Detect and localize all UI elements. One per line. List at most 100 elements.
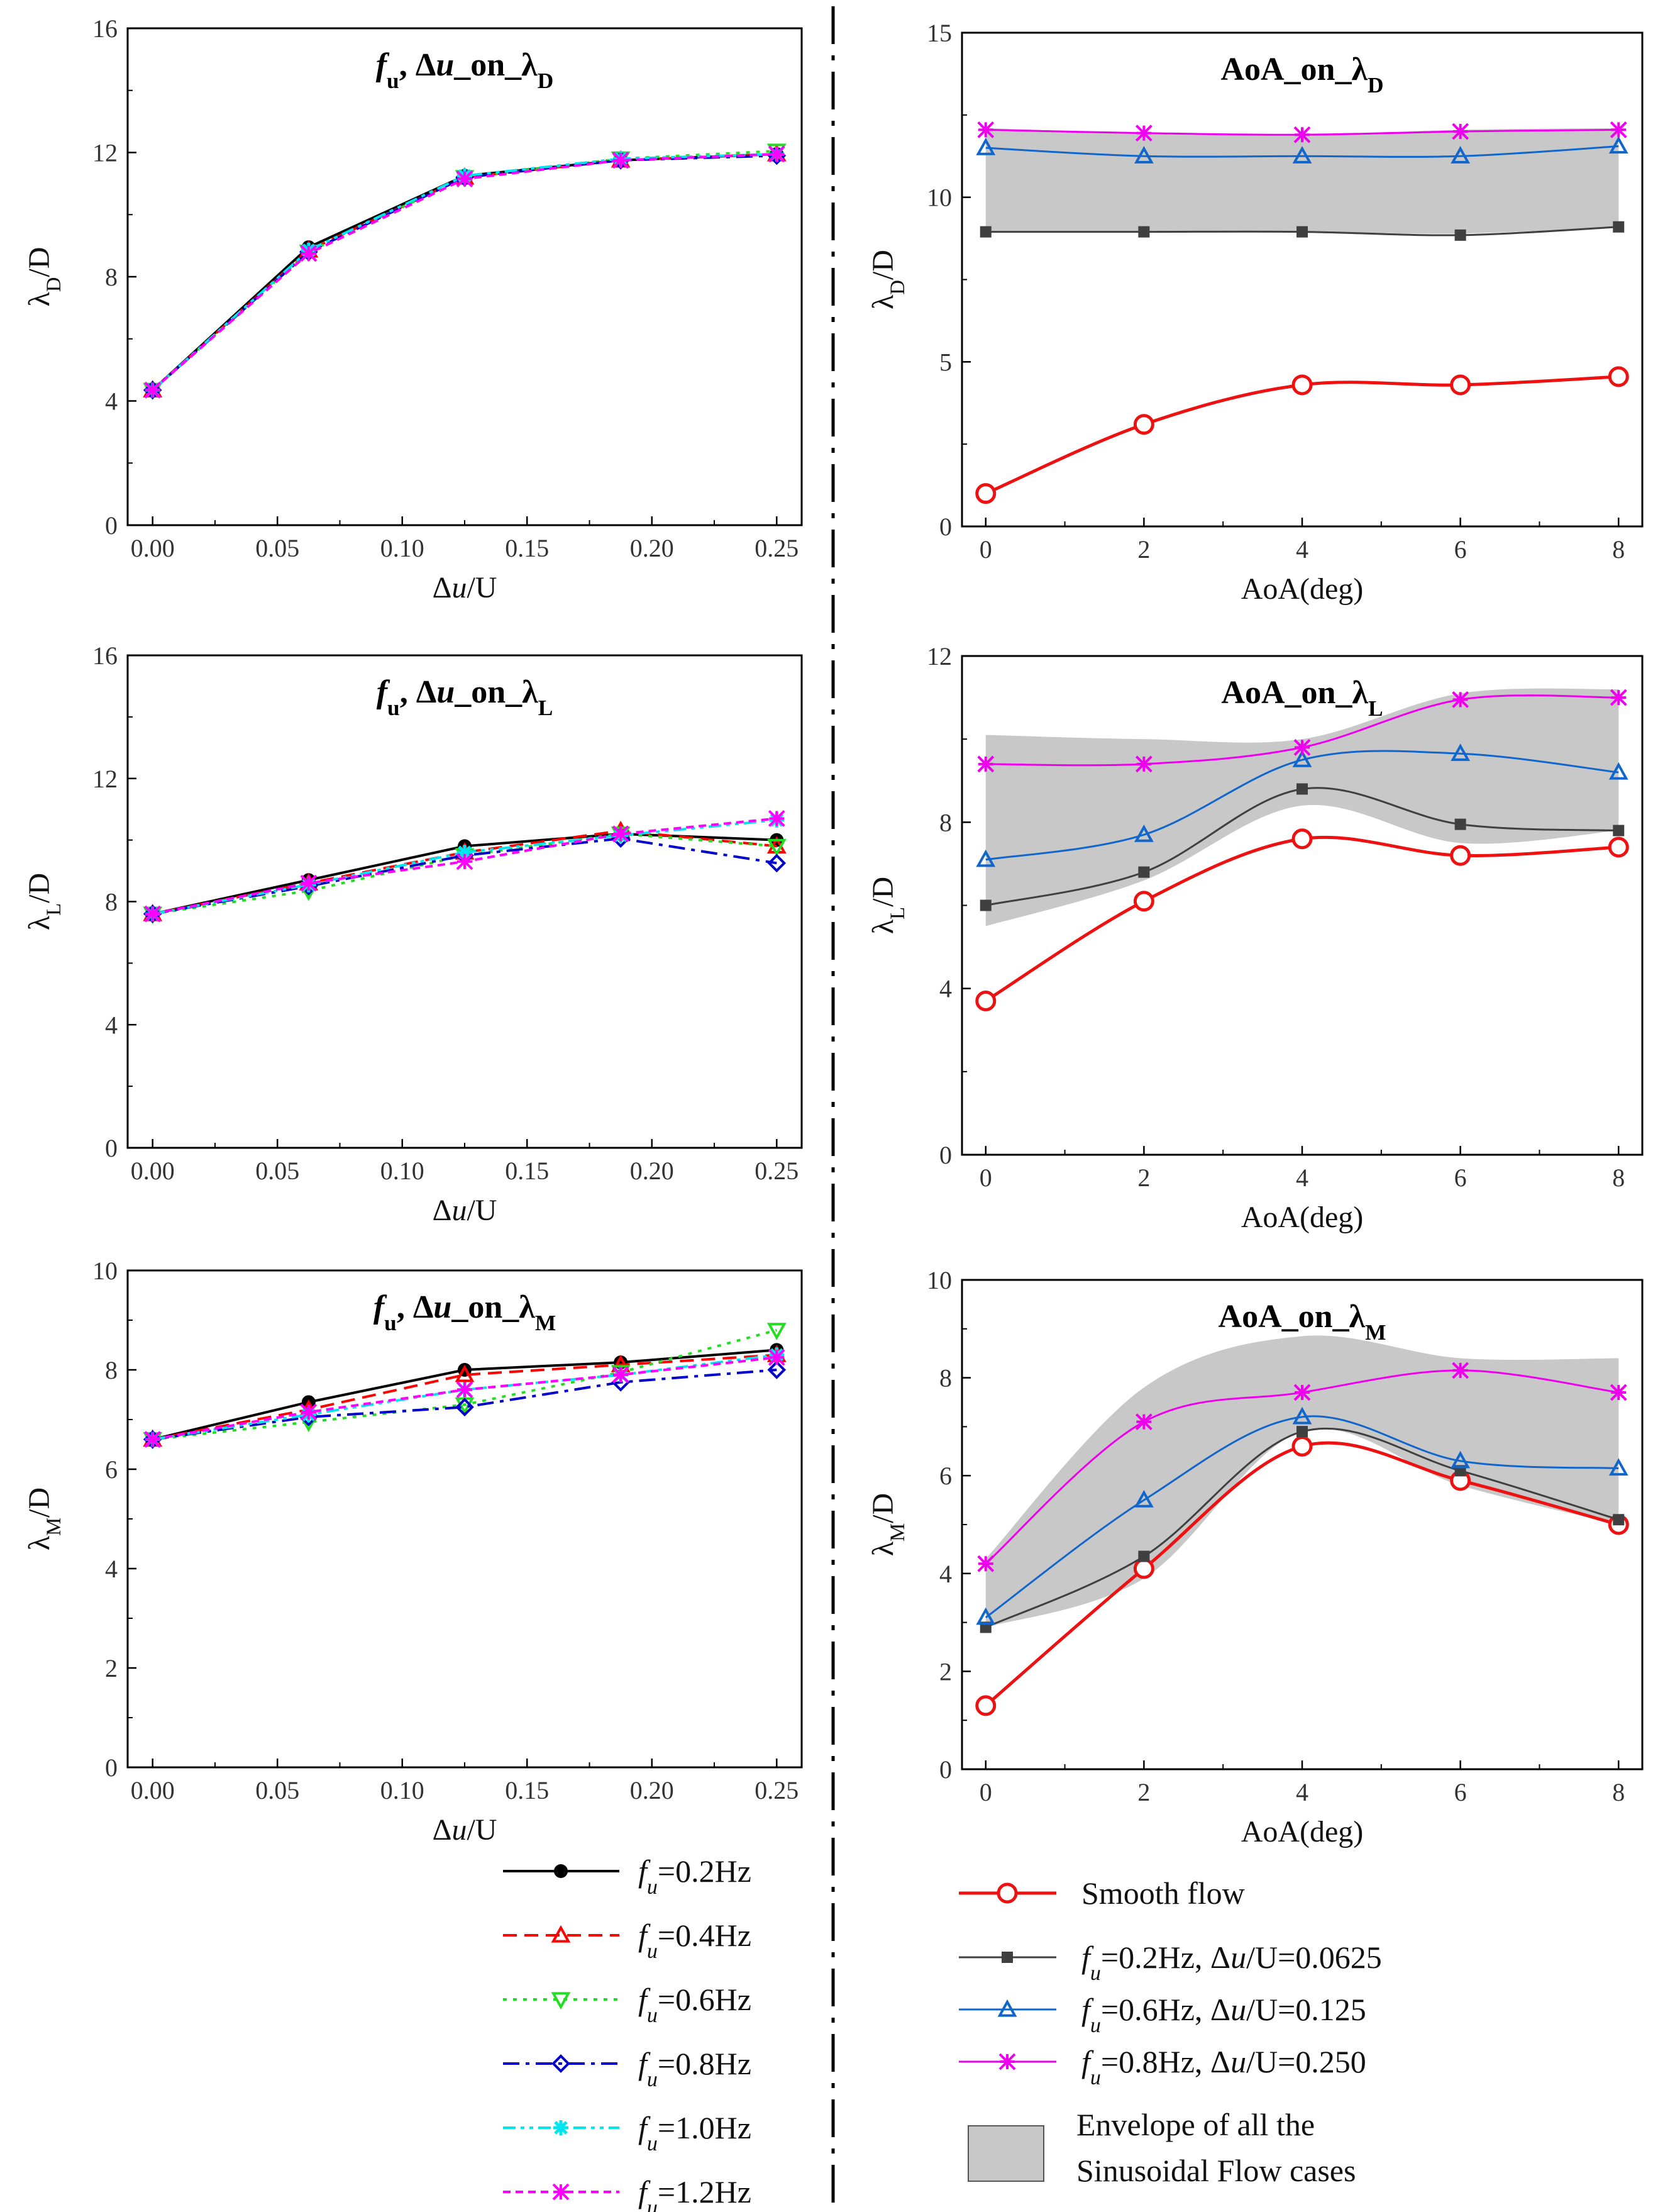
legend-rest: /U=0.0625: [1246, 1940, 1382, 1975]
data-point: [1452, 691, 1469, 708]
legend-rest: /U=0.250: [1246, 2044, 1366, 2079]
legend-mid: =0.6Hz, Δ: [1101, 1992, 1230, 2027]
chart-title: AoA_on_λD: [1220, 52, 1383, 97]
legend-sub: u: [647, 2132, 658, 2155]
x-axis-label-part: /U: [467, 571, 497, 604]
chart-title-part: u: [436, 47, 454, 83]
legend-rest: /U=0.125: [1246, 1992, 1366, 2027]
data-point: [612, 152, 629, 169]
chart-title: AoA_on_λL: [1221, 675, 1383, 721]
x-tick-label: 0.25: [755, 534, 799, 562]
y-tick-label: 0: [105, 1753, 118, 1782]
data-point: [1296, 226, 1308, 238]
legend-u: u: [1230, 1992, 1246, 2027]
data-point: [1296, 783, 1308, 795]
legend-rest: =1.2Hz: [658, 2174, 751, 2209]
y-tick-label: 0: [939, 513, 952, 541]
legend-label: fu=0.2Hz: [638, 1854, 751, 1899]
x-tick-label: 0.15: [505, 1157, 549, 1185]
chart-title-part: u: [387, 68, 399, 93]
x-tick-label: 2: [1137, 535, 1150, 564]
y-axis-label: λM/D: [866, 1493, 909, 1556]
x-tick-label: 0.00: [131, 534, 175, 562]
y-tick-label: 4: [939, 1560, 952, 1588]
x-axis-label: AoA(deg): [1241, 1815, 1364, 1848]
x-tick-label: 8: [1612, 1164, 1625, 1192]
legend-sub: u: [647, 1940, 658, 1963]
data-point: [1135, 125, 1153, 142]
data-point: [1452, 1362, 1469, 1379]
data-point: [455, 1364, 475, 1382]
series-line: [152, 1369, 777, 1441]
y-tick-label: 8: [939, 808, 952, 836]
y-tick-label: 0: [105, 1134, 118, 1162]
legend-rest: =0.2Hz: [658, 1854, 751, 1889]
legend-marker: [1002, 1952, 1013, 1963]
data-point: [977, 1555, 995, 1572]
x-tick-label: 4: [1296, 1164, 1308, 1192]
legend-label: fu=1.0Hz: [638, 2110, 751, 2155]
data-point: [1292, 146, 1312, 164]
data-point: [1608, 1458, 1628, 1476]
data-point: [977, 121, 995, 138]
data-point: [300, 874, 318, 892]
x-tick-label: 0.20: [630, 1776, 674, 1804]
x-axis-label: Δu/U: [433, 571, 497, 604]
plot-frame: [126, 27, 803, 526]
x-tick-label: 0.05: [255, 1776, 299, 1804]
data-point: [612, 825, 629, 843]
y-tick-label: 0: [939, 1141, 952, 1169]
x-tick-label: 6: [1454, 1778, 1467, 1806]
legend-envelope-swatch: [968, 2125, 1044, 2182]
y-axis-label-part: M: [887, 1523, 909, 1542]
series-line: [152, 152, 777, 391]
x-tick-label: 0.20: [630, 534, 674, 562]
legend-sub: u: [647, 2068, 658, 2091]
legend-rest: =0.8Hz: [658, 2046, 751, 2081]
legend-sub: u: [647, 2004, 658, 2027]
y-tick-label: 12: [927, 642, 952, 670]
data-point: [1608, 366, 1629, 387]
data-point: [1291, 374, 1313, 396]
chart-title-part: u: [433, 1289, 451, 1325]
legend-marker: [554, 1864, 568, 1878]
y-axis-label-part: λ: [866, 919, 900, 934]
y-tick-label: 4: [939, 975, 952, 1003]
x-tick-label: 0.20: [630, 1157, 674, 1185]
legend-label: fu=0.8Hz: [638, 2046, 751, 2091]
y-tick-label: 2: [105, 1654, 118, 1682]
chart-title: AoA_on_λM: [1219, 1299, 1386, 1345]
legend-frequency: fu=0.2Hz fu=0.4Hz fu=0.6Hz fu=0.8Hz fu=1.0Hz…: [503, 1854, 751, 2212]
x-axis-label-part: u: [451, 1813, 467, 1847]
data-point: [980, 226, 992, 238]
x-tick-label: 0.00: [131, 1776, 175, 1804]
chart-title-part: u: [436, 674, 455, 710]
y-tick-label: 10: [927, 1266, 952, 1294]
y-tick-label: 8: [939, 1364, 952, 1392]
data-point: [1610, 121, 1627, 138]
legend-envelope-line1: Envelope of all the: [1076, 2107, 1315, 2142]
legend-sub: u: [1090, 2066, 1101, 2089]
x-axis-label-part: Δ: [433, 1194, 452, 1227]
chart-title-part: , Δ: [400, 674, 437, 710]
data-point: [1454, 229, 1466, 241]
x-tick-label: 0: [980, 1164, 992, 1192]
y-axis-label-part: λ: [866, 294, 900, 309]
legend-label: fu=0.2Hz, Δu/U=0.0625: [1081, 1940, 1382, 1985]
x-tick-label: 0.25: [755, 1776, 799, 1804]
legend-rest: =0.4Hz: [658, 1918, 751, 1953]
chart-title-part: , Δ: [397, 1289, 434, 1325]
legend-sub: u: [647, 2196, 658, 2212]
series-line: [152, 152, 777, 391]
data-point: [766, 838, 787, 857]
data-point: [457, 845, 472, 860]
data-point: [1450, 374, 1471, 396]
x-tick-label: 0.05: [255, 534, 299, 562]
x-axis-label-part: /U: [467, 1813, 497, 1847]
data-point: [1610, 689, 1627, 706]
data-point: [1293, 126, 1311, 143]
x-tick-label: 0.25: [755, 1157, 799, 1185]
data-point: [767, 853, 787, 873]
